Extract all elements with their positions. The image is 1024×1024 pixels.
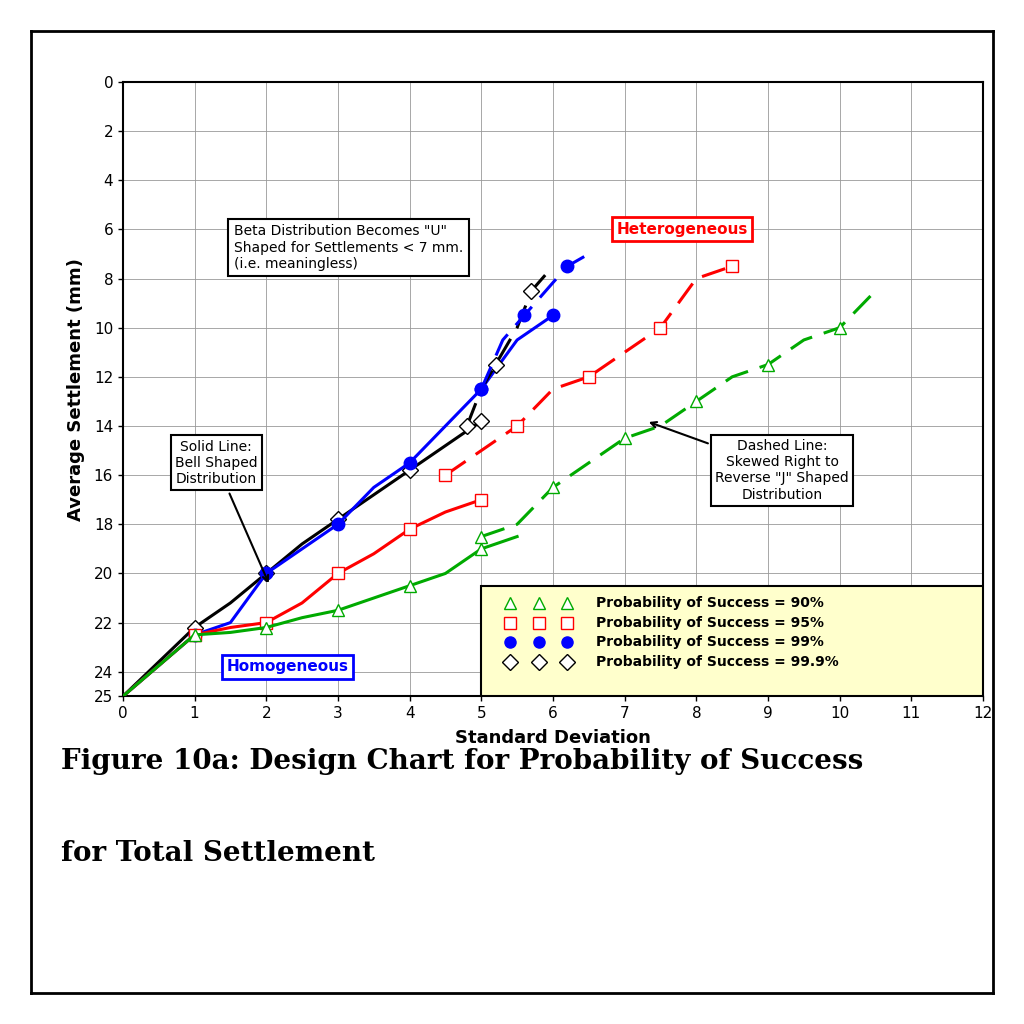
Text: Figure 10a: Design Chart for Probability of Success: Figure 10a: Design Chart for Probability… [61, 748, 863, 774]
Text: Probability of Success = 99.9%: Probability of Success = 99.9% [596, 655, 839, 669]
Text: Probability of Success = 90%: Probability of Success = 90% [596, 596, 824, 610]
Text: Probability of Success = 99%: Probability of Success = 99% [596, 635, 824, 649]
Text: Dashed Line:
Skewed Right to
Reverse "J" Shaped
Distribution: Dashed Line: Skewed Right to Reverse "J"… [651, 422, 849, 502]
Text: Probability of Success = 95%: Probability of Success = 95% [596, 615, 824, 630]
FancyBboxPatch shape [481, 586, 983, 696]
X-axis label: Standard Deviation: Standard Deviation [455, 729, 651, 748]
Text: Homogeneous: Homogeneous [226, 659, 349, 675]
Y-axis label: Average Settlement (mm): Average Settlement (mm) [68, 258, 85, 520]
Text: for Total Settlement: for Total Settlement [61, 840, 376, 866]
Text: Solid Line:
Bell Shaped
Distribution: Solid Line: Bell Shaped Distribution [175, 439, 268, 581]
Text: Heterogeneous: Heterogeneous [616, 222, 748, 237]
Text: Beta Distribution Becomes "U"
Shaped for Settlements < 7 mm.
(i.e. meaningless): Beta Distribution Becomes "U" Shaped for… [233, 224, 463, 271]
